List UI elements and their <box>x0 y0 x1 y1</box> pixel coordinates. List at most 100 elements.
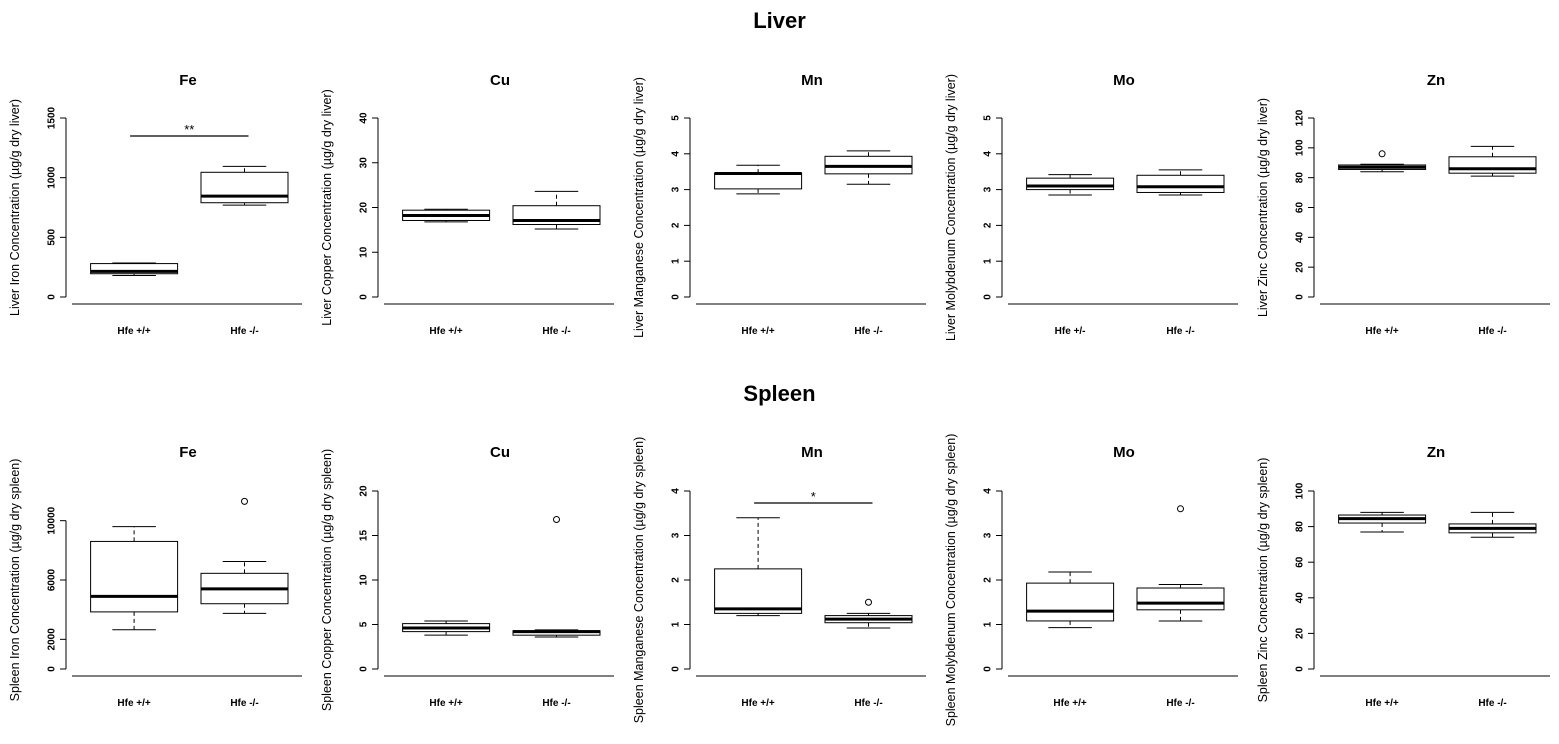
y-tick-label: 60 <box>1295 202 1306 214</box>
y-tick-label: 0 <box>47 294 58 300</box>
panel-liver-cu: Cu Liver Copper Concentration (µg/g dry l… <box>320 72 614 337</box>
y-tick-label: 120 <box>1295 109 1306 126</box>
panel-title: Mn <box>801 72 823 89</box>
panel-spleen-mo: Mo Spleen Molybdenum Concentration (µg/g … <box>944 434 1238 726</box>
panel-title: Mo <box>1113 444 1135 461</box>
box-hfe <box>200 171 289 204</box>
x-category-label: Hfe +/- <box>1055 326 1086 337</box>
y-axis-label: Liver Manganese Concentration (µg/g dry … <box>632 77 646 338</box>
y-tick-label: 3 <box>983 186 994 192</box>
panel-liver-mo: Mo Liver Molybdenum Concentration (µg/g d… <box>944 72 1238 341</box>
y-tick-label: 100 <box>1295 139 1306 156</box>
y-tick-label: 0 <box>671 666 682 672</box>
y-axis-label: Liver Iron Concentration (µg/g dry liver… <box>8 99 22 316</box>
box-hfe <box>90 540 179 613</box>
y-tick-label: 100 <box>1295 482 1306 499</box>
x-category-label: Hfe -/- <box>854 698 882 709</box>
x-category-label: Hfe +/+ <box>1053 698 1087 709</box>
panel-liver-fe: Fe Liver Iron Concentration (µg/g dry liv… <box>8 72 302 337</box>
significance-marker: * <box>811 489 816 504</box>
panel-title: Mo <box>1113 72 1135 89</box>
panel-spleen-fe: Fe Spleen Iron Concentration (µg/g dry sp… <box>8 444 302 709</box>
box-hfe <box>1136 174 1225 193</box>
outlier-point <box>865 598 872 606</box>
panel-title: Fe <box>179 72 197 89</box>
y-tick-label: 3 <box>671 186 682 192</box>
outlier-point <box>1177 505 1184 513</box>
y-tick-label: 2 <box>671 577 682 583</box>
y-tick-label: 5 <box>359 621 370 627</box>
y-tick-label: 0 <box>1295 294 1306 300</box>
y-tick-label: 60 <box>1295 556 1306 568</box>
y-tick-label: 15 <box>359 530 370 542</box>
box-hfe <box>1448 156 1537 174</box>
panel-title: Cu <box>490 72 510 89</box>
x-category-label: Hfe -/- <box>1166 326 1194 337</box>
y-axis-label: Spleen Zinc Concentration (µg/g dry sple… <box>1256 458 1270 703</box>
x-category-label: Hfe +/+ <box>429 698 463 709</box>
x-category-label: Hfe +/+ <box>741 326 775 337</box>
y-tick-label: 1 <box>671 621 682 627</box>
box-hfe <box>714 568 803 614</box>
panel-liver-mn: Mn Liver Manganese Concentration (µg/g dr… <box>632 72 926 338</box>
box-hfe <box>1136 587 1225 611</box>
y-axis-label: Spleen Manganese Concentration (µg/g dry… <box>632 437 646 724</box>
y-axis-label: Liver Copper Concentration (µg/g dry liv… <box>320 89 334 325</box>
panel-title: Zn <box>1427 444 1445 461</box>
y-axis-label: Liver Molybdenum Concentration (µg/g dry… <box>944 74 958 341</box>
panel-spleen-mn: Mn Spleen Manganese Concentration (µg/g d… <box>632 437 926 724</box>
y-tick-label: 3 <box>983 532 994 538</box>
panel-liver-zn: Zn Liver Zinc Concentration (µg/g dry liv… <box>1256 72 1550 337</box>
y-tick-label: 0 <box>983 294 994 300</box>
x-category-label: Hfe +/+ <box>117 326 151 337</box>
y-axis-label: Liver Zinc Concentration (µg/g dry liver… <box>1256 98 1270 317</box>
y-tick-label: 20 <box>1295 627 1306 639</box>
y-tick-label: 10000 <box>47 506 58 534</box>
y-tick-label: 20 <box>359 485 370 497</box>
y-tick-label: 3 <box>671 532 682 538</box>
y-tick-label: 5 <box>983 115 994 121</box>
y-tick-label: 40 <box>1295 231 1306 243</box>
x-category-label: Hfe -/- <box>542 326 570 337</box>
panel-title: Fe <box>179 444 197 461</box>
x-category-label: Hfe +/+ <box>1365 698 1399 709</box>
y-tick-label: 4 <box>983 151 994 157</box>
y-tick-label: 2 <box>983 222 994 228</box>
y-axis-label: Spleen Copper Concentration (µg/g dry sp… <box>320 449 334 711</box>
y-tick-label: 0 <box>983 666 994 672</box>
panel-spleen-cu: Cu Spleen Copper Concentration (µg/g dry … <box>320 444 614 711</box>
y-tick-label: 0 <box>1295 666 1306 672</box>
box-hfe <box>714 172 803 190</box>
y-tick-label: 10 <box>359 574 370 586</box>
y-axis-label: Spleen Iron Concentration (µg/g dry sple… <box>8 459 22 702</box>
y-tick-label: 5 <box>671 115 682 121</box>
x-category-label: Hfe +/+ <box>117 698 151 709</box>
x-category-label: Hfe +/+ <box>741 698 775 709</box>
y-tick-label: 0 <box>359 294 370 300</box>
outlier-point <box>1378 150 1386 158</box>
y-tick-label: 20 <box>1295 261 1306 273</box>
y-tick-label: 80 <box>1295 172 1306 184</box>
y-tick-label: 10 <box>359 246 370 258</box>
x-category-label: Hfe -/- <box>542 698 570 709</box>
y-tick-label: 6000 <box>47 568 58 591</box>
x-category-label: Hfe -/- <box>1478 326 1506 337</box>
y-tick-label: 1 <box>983 258 994 264</box>
outlier-point <box>553 515 560 523</box>
box-hfe <box>1026 582 1115 622</box>
y-tick-label: 40 <box>1295 592 1306 604</box>
y-tick-label: 2 <box>671 222 682 228</box>
section-title-liver: Liver <box>753 8 806 33</box>
y-tick-label: 500 <box>47 229 58 246</box>
panel-title: Mn <box>801 444 823 461</box>
x-category-label: Hfe -/- <box>230 326 258 337</box>
x-category-label: Hfe -/- <box>230 698 258 709</box>
panel-title: Zn <box>1427 72 1445 89</box>
y-tick-label: 4 <box>671 488 682 494</box>
y-tick-label: 0 <box>47 666 58 672</box>
box-hfe <box>1026 177 1115 191</box>
y-tick-label: 80 <box>1295 521 1306 533</box>
y-tick-label: 4 <box>671 151 682 157</box>
y-tick-label: 0 <box>359 666 370 672</box>
